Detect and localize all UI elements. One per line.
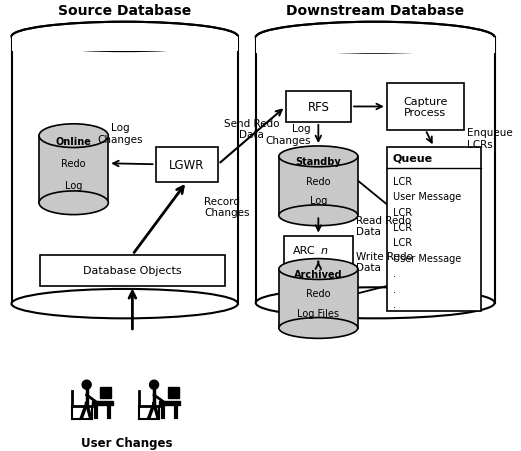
Text: RFS: RFS bbox=[307, 101, 329, 114]
Text: Write Redo
Data: Write Redo Data bbox=[356, 251, 413, 273]
Ellipse shape bbox=[11, 23, 238, 52]
Text: Send Redo
Data: Send Redo Data bbox=[224, 118, 280, 140]
Text: Redo: Redo bbox=[306, 176, 331, 186]
Text: Redo: Redo bbox=[306, 289, 331, 299]
Text: LCR: LCR bbox=[392, 207, 412, 217]
FancyBboxPatch shape bbox=[387, 84, 464, 130]
FancyBboxPatch shape bbox=[159, 401, 180, 405]
Text: Standby: Standby bbox=[295, 157, 341, 167]
Text: Online: Online bbox=[56, 137, 92, 147]
FancyBboxPatch shape bbox=[100, 387, 111, 398]
FancyBboxPatch shape bbox=[286, 92, 351, 123]
Text: Log: Log bbox=[65, 181, 82, 191]
Text: Source Database: Source Database bbox=[58, 4, 191, 18]
Polygon shape bbox=[256, 38, 494, 303]
Ellipse shape bbox=[279, 318, 358, 339]
Text: n: n bbox=[320, 245, 327, 255]
Text: Read Redo
Data: Read Redo Data bbox=[356, 215, 411, 237]
Text: Log: Log bbox=[309, 196, 327, 206]
Polygon shape bbox=[279, 157, 358, 216]
Text: Log Files: Log Files bbox=[297, 308, 339, 318]
Polygon shape bbox=[256, 38, 494, 54]
Ellipse shape bbox=[256, 23, 494, 54]
Text: .: . bbox=[392, 299, 395, 309]
FancyBboxPatch shape bbox=[283, 236, 353, 265]
FancyBboxPatch shape bbox=[156, 147, 218, 182]
Text: Database Objects: Database Objects bbox=[83, 266, 182, 276]
Text: .: . bbox=[392, 269, 395, 279]
Ellipse shape bbox=[279, 206, 358, 226]
Ellipse shape bbox=[279, 147, 358, 167]
FancyBboxPatch shape bbox=[92, 401, 113, 405]
FancyBboxPatch shape bbox=[387, 147, 481, 311]
Text: Queue: Queue bbox=[392, 153, 432, 163]
Ellipse shape bbox=[39, 124, 108, 148]
Text: Log
Changes: Log Changes bbox=[265, 124, 311, 145]
Polygon shape bbox=[11, 37, 238, 52]
Text: Downstream Database: Downstream Database bbox=[286, 4, 464, 18]
Ellipse shape bbox=[39, 192, 108, 215]
Text: Archived: Archived bbox=[294, 269, 343, 279]
Text: ARC: ARC bbox=[293, 245, 315, 255]
Circle shape bbox=[82, 380, 91, 389]
Text: User Message: User Message bbox=[392, 192, 461, 202]
Text: Record
Changes: Record Changes bbox=[204, 196, 250, 218]
Ellipse shape bbox=[279, 259, 358, 280]
Polygon shape bbox=[279, 269, 358, 328]
FancyBboxPatch shape bbox=[40, 255, 225, 286]
Text: Enqueue
LCRs: Enqueue LCRs bbox=[467, 128, 513, 150]
FancyBboxPatch shape bbox=[168, 387, 179, 398]
Text: LCR: LCR bbox=[392, 222, 412, 233]
Ellipse shape bbox=[11, 289, 238, 319]
Text: .: . bbox=[392, 284, 395, 294]
Text: LGWR: LGWR bbox=[169, 158, 205, 171]
Polygon shape bbox=[11, 37, 238, 304]
Text: LCR: LCR bbox=[392, 176, 412, 186]
Text: Redo: Redo bbox=[61, 159, 86, 169]
Text: User Changes: User Changes bbox=[81, 436, 172, 449]
Ellipse shape bbox=[256, 288, 494, 319]
Text: Log
Changes: Log Changes bbox=[97, 123, 143, 145]
Text: LCR: LCR bbox=[392, 238, 412, 248]
Text: Capture
Process: Capture Process bbox=[403, 97, 448, 118]
Polygon shape bbox=[39, 136, 108, 203]
Text: User Message: User Message bbox=[392, 253, 461, 263]
Circle shape bbox=[150, 380, 158, 389]
